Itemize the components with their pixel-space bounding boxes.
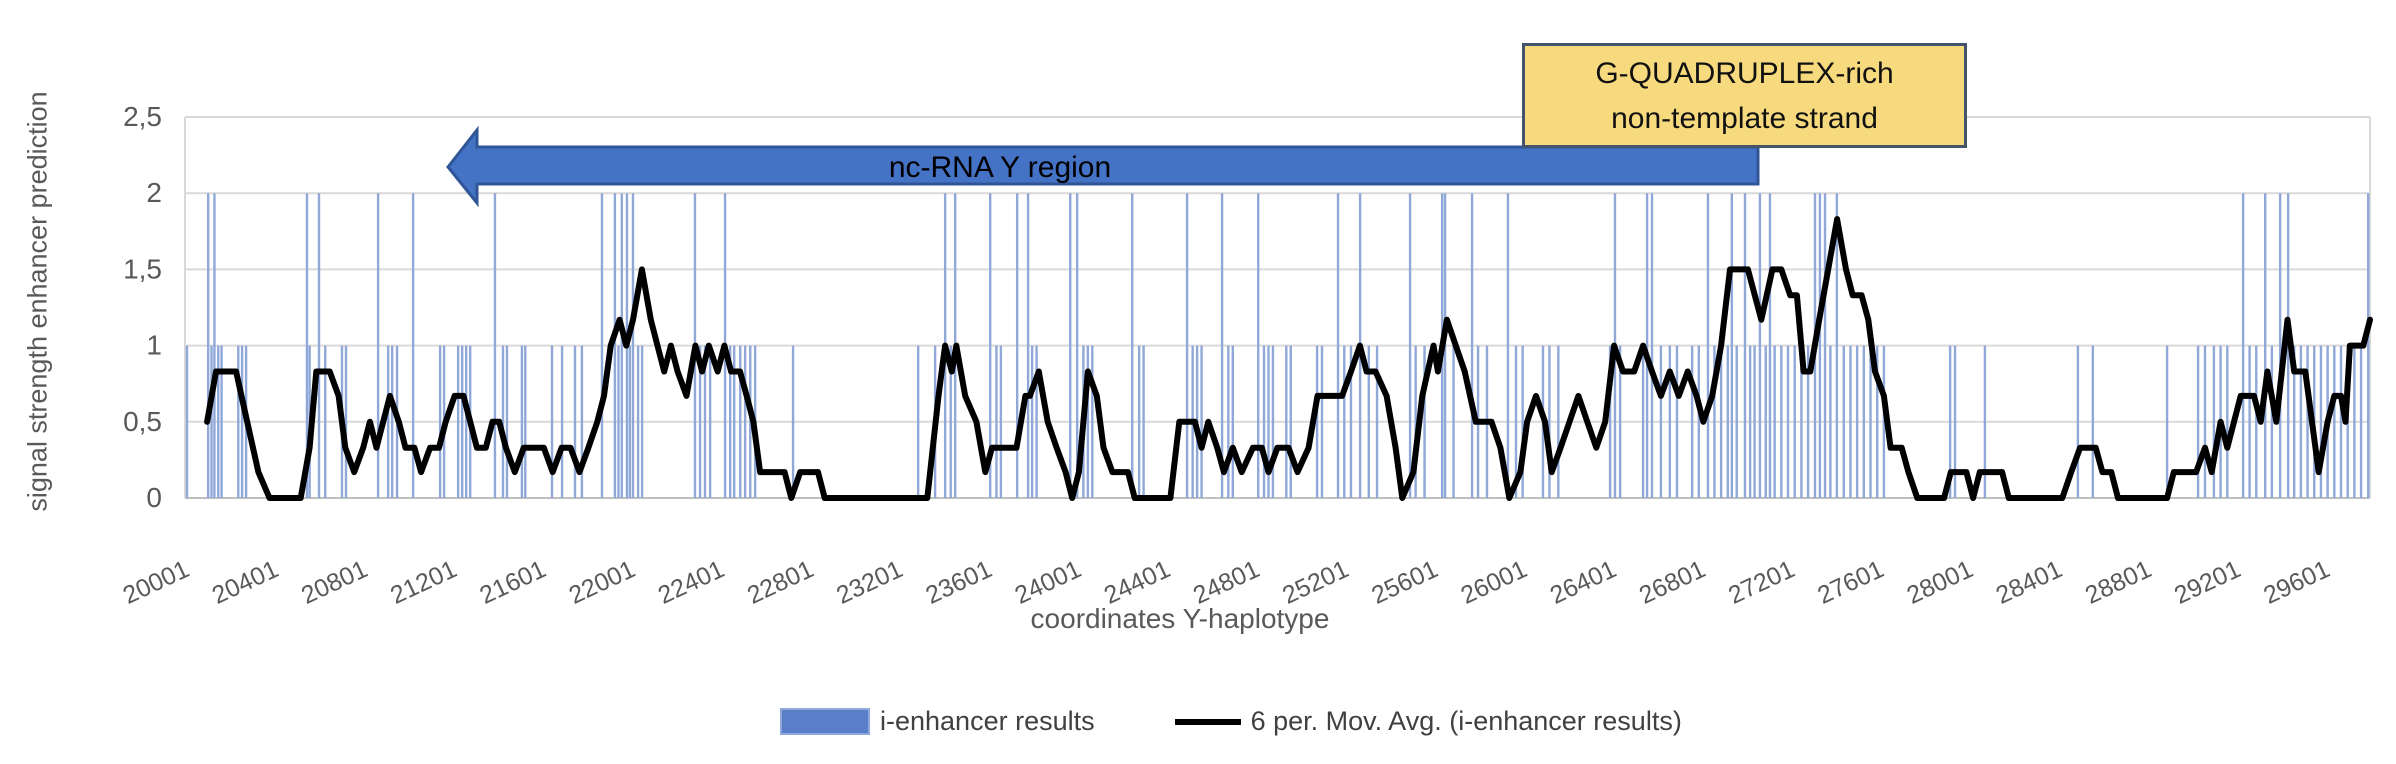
x-tick-label: 20401 [208, 555, 283, 610]
x-tick-label: 22401 [654, 555, 729, 610]
callout-line-2: non-template strand [1611, 101, 1878, 135]
bar-series-label: i-enhancer results [880, 706, 1095, 736]
x-tick-label: 28401 [1992, 555, 2067, 610]
y-tick-label: 1,5 [123, 253, 162, 284]
y-tick-label: 0 [146, 482, 162, 513]
x-tick-label: 23201 [832, 555, 907, 610]
x-tick-label: 28001 [1903, 555, 1978, 610]
x-axis-tick-labels: 20001 20401 20801 21201 21601 22001 22401 22801… [119, 555, 2334, 610]
x-tick-label: 25601 [1367, 555, 1442, 610]
y-tick-label: 2 [146, 177, 162, 208]
i-enhancer-bars [185, 193, 2370, 498]
g-quadruplex-callout-box[interactable]: G-QUADRUPLEX-rich non-template strand [1522, 43, 1967, 148]
x-tick-label: 26001 [1457, 555, 1532, 610]
x-tick-label: 27601 [1813, 555, 1888, 610]
x-tick-label: 25201 [1278, 555, 1353, 610]
callout-line-1: G-QUADRUPLEX-rich [1595, 56, 1894, 90]
x-tick-label: 26801 [1635, 555, 1710, 610]
x-tick-label: 20001 [119, 555, 194, 610]
x-tick-label: 20801 [297, 555, 372, 610]
x-tick-label: 24001 [1011, 555, 1086, 610]
y-tick-label: 2,5 [123, 101, 162, 132]
x-tick-label: 22001 [565, 555, 640, 610]
x-tick-label: 28801 [2081, 555, 2156, 610]
x-tick-label: 29201 [2170, 555, 2245, 610]
x-axis-title: coordinates Y-haplotype [1030, 603, 1330, 634]
legend: i-enhancer results 6 per. Mov. Avg. (i-e… [780, 706, 1682, 737]
bar-series-swatch-icon [780, 708, 870, 735]
x-tick-label: 23601 [921, 555, 996, 610]
moving-average-path [204, 216, 2373, 501]
line-series-swatch-icon [1174, 718, 1241, 725]
y-axis-title: signal strength enhancer prediction [22, 91, 53, 512]
x-tick-label: 26401 [1546, 555, 1621, 610]
x-tick-label: 29601 [2259, 555, 2334, 610]
x-tick-label: 21601 [475, 555, 550, 610]
x-tick-label: 24401 [1100, 555, 1175, 610]
nc-rna-region-arrow-label: nc-RNA Y region [889, 151, 1111, 184]
legend-entry-bars[interactable]: i-enhancer results [780, 706, 1095, 737]
y-tick-label: 0,5 [123, 406, 162, 437]
x-tick-label: 24801 [1189, 555, 1264, 610]
y-tick-label: 1 [146, 330, 162, 361]
moving-average-line [204, 216, 2373, 501]
y-axis-tick-labels: 0 0,5 1 1,5 2 2,5 [123, 101, 162, 513]
x-tick-label: 27201 [1724, 555, 1799, 610]
x-tick-label: 21201 [386, 555, 461, 610]
legend-entry-line[interactable]: 6 per. Mov. Avg. (i-enhancer results) [1174, 706, 1682, 737]
nc-rna-region-arrow[interactable] [446, 125, 1760, 208]
x-tick-label: 22801 [743, 555, 818, 610]
line-series-label: 6 per. Mov. Avg. (i-enhancer results) [1250, 706, 1682, 736]
